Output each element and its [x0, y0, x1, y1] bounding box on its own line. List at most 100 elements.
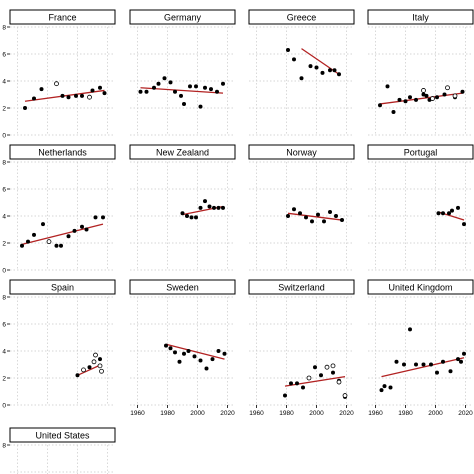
panel-title: Germany [164, 13, 202, 23]
data-point [286, 47, 290, 52]
x-tick-label: 1980 [279, 410, 294, 417]
panel-title: Netherlands [38, 148, 87, 158]
data-point-open [445, 85, 450, 91]
data-point-open [306, 375, 312, 381]
data-point [90, 88, 95, 93]
panel-strip [9, 279, 116, 295]
panel-strip [9, 9, 116, 25]
data-point [221, 81, 225, 86]
data-point [403, 99, 408, 104]
data-point [101, 215, 105, 220]
data-point [340, 218, 344, 223]
panel-strip [9, 144, 116, 160]
panel-title: New Zealand [156, 148, 209, 158]
data-point [310, 219, 314, 224]
panel-title: Greece [287, 13, 317, 23]
data-point-open [91, 359, 97, 365]
data-point [397, 97, 402, 102]
data-point-open [81, 367, 86, 373]
panel-strip [129, 144, 236, 160]
trend-line [284, 376, 346, 387]
data-point [216, 349, 221, 353]
data-point [316, 212, 320, 217]
y-tick-label: 8 [2, 25, 6, 32]
x-tick-label: 1960 [130, 410, 145, 417]
data-point-open [54, 81, 59, 87]
data-point [292, 57, 296, 62]
x-tick-label: 1980 [398, 410, 413, 417]
data-point [456, 357, 460, 362]
data-point [299, 76, 304, 81]
data-point [210, 357, 215, 362]
data-point [87, 365, 92, 370]
data-point [379, 388, 384, 393]
trend-line [379, 92, 463, 105]
data-point [441, 359, 445, 364]
data-point [66, 234, 71, 239]
data-point [59, 243, 63, 248]
data-point [41, 222, 45, 227]
x-tick-label: 1980 [160, 410, 175, 417]
data-point [320, 70, 325, 75]
data-point [450, 208, 454, 213]
y-tick-label: 0 [2, 268, 6, 275]
y-tick-label: 6 [2, 187, 6, 194]
data-point [424, 93, 429, 98]
data-point-open [336, 379, 342, 385]
data-point [301, 385, 305, 390]
data-point [203, 85, 207, 90]
data-point [182, 351, 186, 356]
data-point-open [342, 393, 348, 398]
panel-title: Spain [51, 283, 74, 293]
data-point [198, 104, 203, 109]
panel-strip [367, 144, 474, 160]
panel-strip [248, 144, 355, 160]
panel-strip [9, 427, 116, 443]
data-point [460, 89, 465, 94]
y-tick-label: 4 [2, 79, 6, 86]
y-tick-label: 8 [2, 443, 6, 450]
trend-line [381, 357, 465, 378]
y-tick-label: 4 [2, 349, 6, 356]
data-point [328, 68, 332, 73]
data-point [209, 87, 213, 92]
data-point-open [324, 364, 330, 370]
data-point [194, 84, 198, 89]
y-tick-label: 6 [2, 52, 6, 59]
panel-strip [367, 279, 474, 295]
data-point [168, 346, 173, 351]
panel-strip [129, 279, 236, 295]
data-point [98, 357, 102, 362]
data-point [179, 93, 183, 98]
data-point-open [99, 368, 104, 374]
data-point [295, 381, 299, 386]
data-point [177, 359, 182, 364]
data-point [23, 106, 27, 110]
y-tick-label: 4 [2, 214, 6, 221]
data-point [182, 101, 186, 106]
trend-line [21, 223, 104, 245]
data-point [93, 215, 98, 220]
data-point [328, 209, 332, 214]
y-tick-label: 0 [2, 133, 6, 140]
panel-title: Sweden [166, 283, 199, 293]
data-point [54, 243, 59, 248]
panel-strip [248, 9, 355, 25]
data-point [72, 228, 77, 233]
data-point [222, 351, 227, 356]
data-point [436, 211, 441, 216]
data-point [408, 95, 412, 100]
data-point [156, 81, 161, 86]
data-point [394, 359, 399, 364]
data-point [304, 215, 308, 220]
data-point [168, 80, 173, 85]
data-point [441, 211, 445, 216]
trend-line [287, 212, 343, 221]
data-point [337, 72, 341, 77]
data-point [414, 97, 418, 102]
data-point [74, 93, 78, 98]
trend-line [77, 363, 102, 376]
data-point [308, 64, 313, 69]
data-point [334, 214, 338, 218]
data-point [204, 366, 209, 371]
